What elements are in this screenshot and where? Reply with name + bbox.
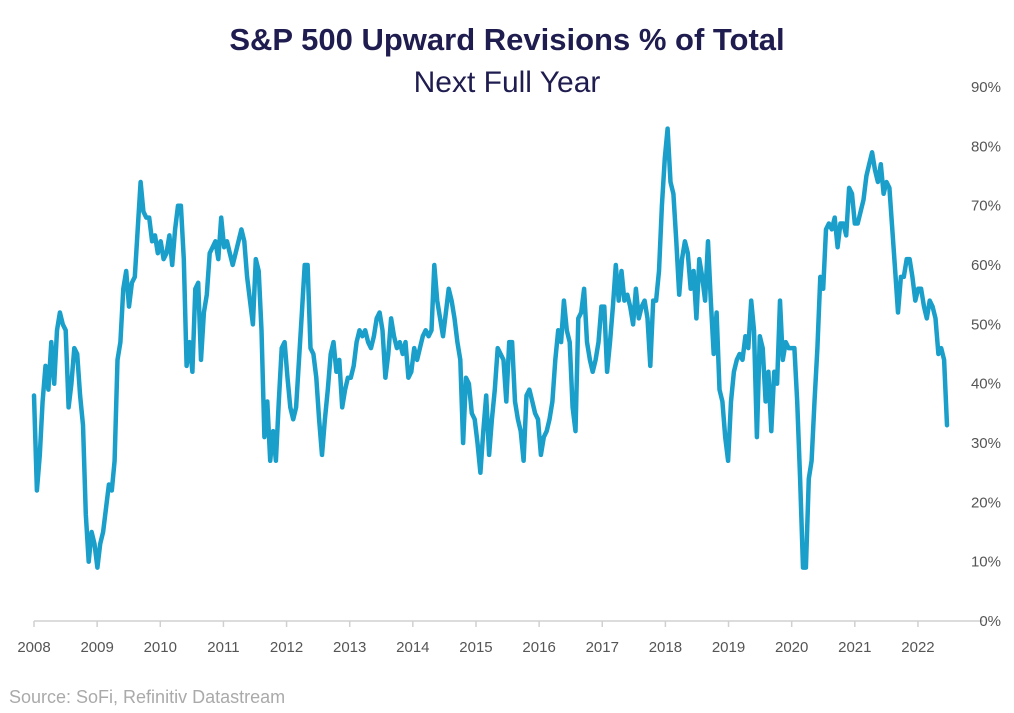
y-tick-label: 40% — [971, 376, 1001, 393]
x-tick-label: 2013 — [333, 639, 366, 656]
x-tick-label: 2022 — [901, 639, 934, 656]
chart-title: S&P 500 Upward Revisions % of Total — [229, 22, 785, 57]
y-tick-label: 20% — [971, 494, 1001, 511]
series-line — [31, 126, 950, 570]
x-tick-label: 2010 — [144, 639, 177, 656]
y-tick-label: 80% — [971, 138, 1001, 155]
x-tick-label: 2021 — [838, 639, 871, 656]
y-tick-label: 70% — [971, 198, 1001, 215]
x-tick-label: 2018 — [649, 639, 682, 656]
y-tick-label: 0% — [979, 613, 1001, 630]
x-tick-label: 2017 — [586, 639, 619, 656]
x-tick-label: 2012 — [270, 639, 303, 656]
source-note: Source: SoFi, Refinitiv Datastream — [9, 687, 286, 707]
x-tick-label: 2008 — [17, 639, 50, 656]
x-tick-label: 2020 — [775, 639, 808, 656]
y-tick-label: 60% — [971, 257, 1001, 274]
y-tick-label: 90% — [971, 79, 1001, 96]
x-tick-label: 2019 — [712, 639, 745, 656]
x-tick-label: 2009 — [80, 639, 113, 656]
y-tick-label: 30% — [971, 435, 1001, 452]
x-tick-label: 2011 — [207, 639, 239, 656]
y-tick-label: 50% — [971, 316, 1001, 333]
x-tick-label: 2015 — [459, 639, 492, 656]
y-tick-label: 10% — [971, 554, 1001, 571]
x-tick-label: 2014 — [396, 639, 429, 656]
chart-subtitle: Next Full Year — [413, 66, 601, 99]
x-tick-label: 2016 — [522, 639, 555, 656]
